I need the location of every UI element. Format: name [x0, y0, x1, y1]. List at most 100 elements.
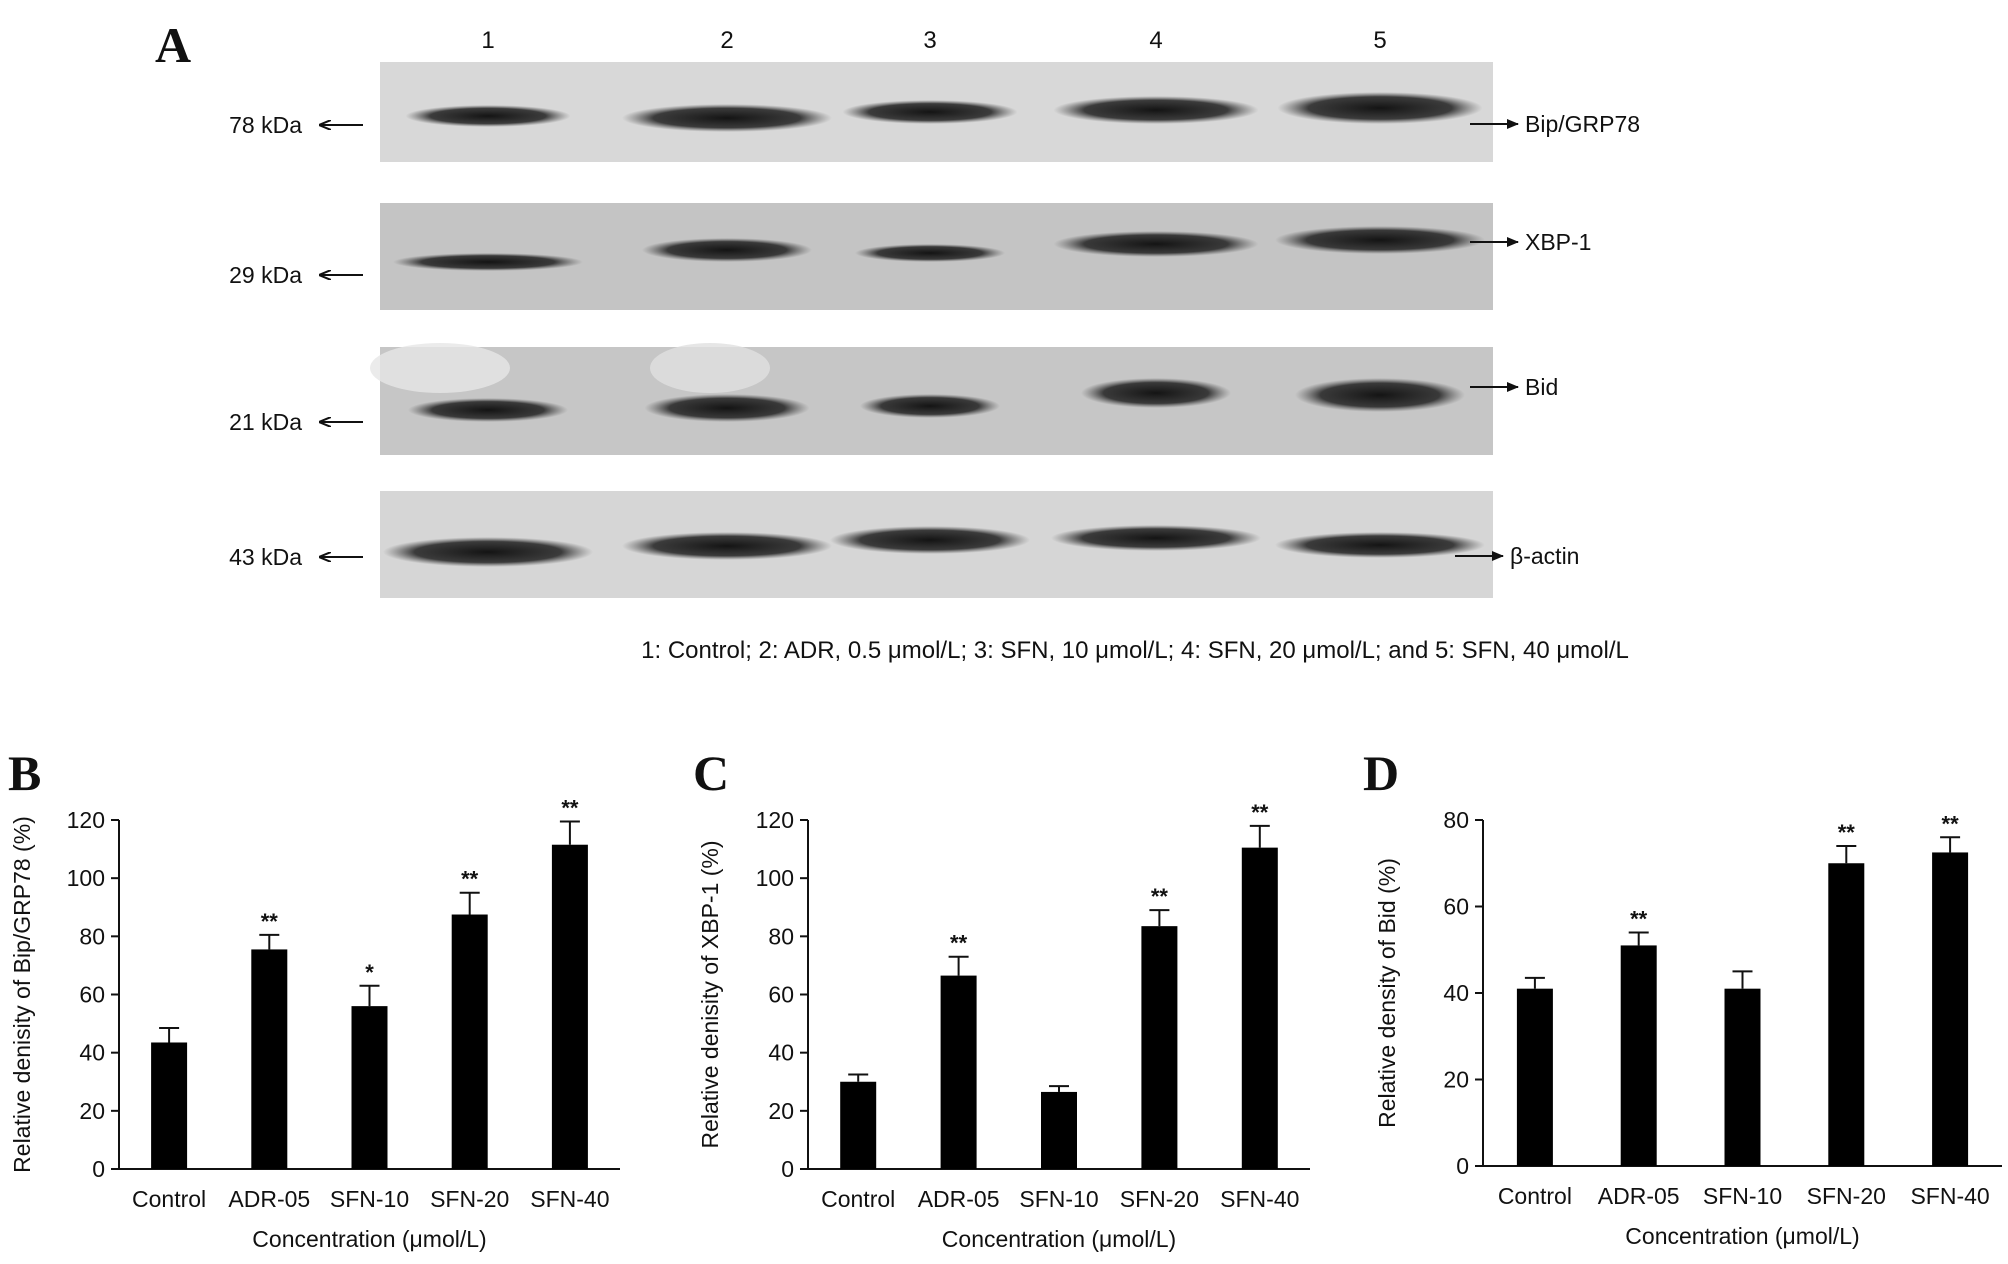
category-label: ADR-05: [918, 1186, 1000, 1212]
lane-number: 1: [481, 27, 494, 54]
category-label: Control: [132, 1186, 206, 1212]
error-bar: [1940, 836, 1961, 853]
y-tick-label: 20: [79, 1098, 105, 1124]
significance-marker: **: [1942, 811, 1960, 836]
category-label: SFN-20: [430, 1186, 509, 1212]
lane-numbers: 1 2 3 4 5: [481, 27, 1386, 54]
lane-number: 5: [1373, 27, 1386, 54]
bar: [1041, 1091, 1077, 1169]
protein-band: [393, 253, 583, 271]
category-label: SFN-40: [530, 1186, 609, 1212]
error-bar: [1732, 970, 1753, 989]
protein-label: XBP-1: [1525, 229, 1591, 255]
error-bar: [259, 933, 280, 950]
protein-band: [1081, 378, 1231, 408]
lane-number: 2: [720, 27, 733, 54]
bar: [940, 975, 977, 1169]
bar: [1932, 852, 1969, 1166]
y-tick-label: 80: [1443, 807, 1469, 833]
y-tick-label: 20: [1443, 1067, 1469, 1093]
error-bar: [1249, 824, 1270, 848]
panel-a: A 1 2 3 4 5 78 kDa Bip/GRP78 29 kDa XBP-1 21 kDa…: [155, 17, 1640, 664]
protein-label: Bip/GRP78: [1525, 111, 1640, 137]
error-bar: [1628, 931, 1649, 946]
y-tick-label: 60: [79, 982, 105, 1008]
category-label: SFN-40: [1220, 1186, 1299, 1212]
western-blots: 78 kDa Bip/GRP78 29 kDa XBP-1 21 kDa Bid 43 kD…: [229, 62, 1640, 598]
bar: [840, 1081, 877, 1169]
category-label: ADR-05: [228, 1186, 310, 1212]
y-tick-label: 20: [768, 1098, 794, 1124]
protein-band: [383, 537, 593, 567]
protein-band: [830, 526, 1030, 554]
error-bar: [948, 955, 969, 976]
protein-band: [408, 398, 568, 422]
bar: [351, 1006, 388, 1169]
error-bar: [1149, 909, 1170, 927]
error-bar: [359, 984, 380, 1007]
significance-marker: *: [365, 960, 374, 985]
y-tick-label: 60: [768, 982, 794, 1008]
category-label: SFN-10: [1019, 1186, 1098, 1212]
x-axis-label: Concentration (μmol/L): [942, 1226, 1176, 1252]
protein-band: [1277, 92, 1483, 124]
y-axis-label: Relative denisity of Bip/GRP78 (%): [9, 816, 35, 1173]
y-tick-label: 100: [756, 865, 794, 891]
panel-letter: D: [1363, 745, 1399, 801]
blot-strip: 21 kDa Bid: [229, 343, 1558, 455]
bar: [251, 949, 288, 1169]
significance-marker: **: [1251, 800, 1269, 825]
protein-band: [842, 100, 1018, 124]
protein-band: [1051, 525, 1261, 551]
y-tick-label: 40: [1443, 980, 1469, 1006]
category-label: ADR-05: [1598, 1183, 1680, 1209]
y-tick-label: 120: [67, 807, 105, 833]
lane-legend: 1: Control; 2: ADR, 0.5 μmol/L; 3: SFN, …: [641, 637, 1629, 664]
membrane-light-patch: [650, 343, 770, 393]
category-label: SFN-20: [1807, 1183, 1886, 1209]
category-label: SFN-20: [1120, 1186, 1199, 1212]
y-tick-label: 0: [781, 1156, 794, 1182]
blot-strip: 43 kDa β-actin: [229, 491, 1579, 598]
category-label: SFN-10: [330, 1186, 409, 1212]
bar: [1141, 926, 1178, 1169]
chart-c: C 0 20 40 60 80 100 120 Control ** ADR-05 SFN-10 ** S…: [693, 745, 1310, 1252]
y-tick-label: 80: [768, 923, 794, 949]
panel-a-letter: A: [155, 17, 191, 73]
protein-band: [1295, 378, 1465, 412]
protein-band: [855, 244, 1005, 262]
y-tick-label: 40: [768, 1040, 794, 1066]
y-tick-label: 60: [1443, 894, 1469, 920]
category-label: Control: [821, 1186, 895, 1212]
significance-marker: **: [561, 795, 579, 820]
bar: [1724, 988, 1761, 1166]
error-bar: [1524, 976, 1545, 989]
significance-marker: **: [261, 909, 279, 934]
membrane-light-patch: [370, 343, 510, 393]
kda-label: 29 kDa: [229, 262, 302, 288]
error-bar: [848, 1073, 869, 1082]
lane-number: 3: [923, 27, 936, 54]
bar: [451, 914, 488, 1169]
bar: [1828, 863, 1865, 1166]
error-bar: [159, 1026, 180, 1043]
protein-band: [405, 105, 571, 127]
protein-band: [644, 394, 810, 422]
panel-letter: B: [8, 745, 41, 801]
y-tick-label: 100: [67, 865, 105, 891]
panel-letter: C: [693, 745, 729, 801]
chart-b: B 0 20 40 60 80 100 120 Control ** ADR-05 * SFN-10 **…: [8, 745, 620, 1252]
bar-charts: B 0 20 40 60 80 100 120 Control ** ADR-05 * SFN-10 **…: [8, 745, 2002, 1252]
y-axis-label: Relative density of Bid (%): [1374, 858, 1400, 1128]
protein-band: [1053, 231, 1259, 257]
bar: [551, 844, 588, 1169]
bar: [1241, 847, 1278, 1169]
bar: [151, 1042, 188, 1169]
y-tick-label: 0: [1456, 1153, 1469, 1179]
error-bar: [459, 891, 480, 915]
blot-strip: 78 kDa Bip/GRP78: [229, 62, 1640, 162]
x-axis-label: Concentration (μmol/L): [252, 1226, 486, 1252]
protein-band: [1275, 226, 1485, 254]
category-label: Control: [1498, 1183, 1572, 1209]
